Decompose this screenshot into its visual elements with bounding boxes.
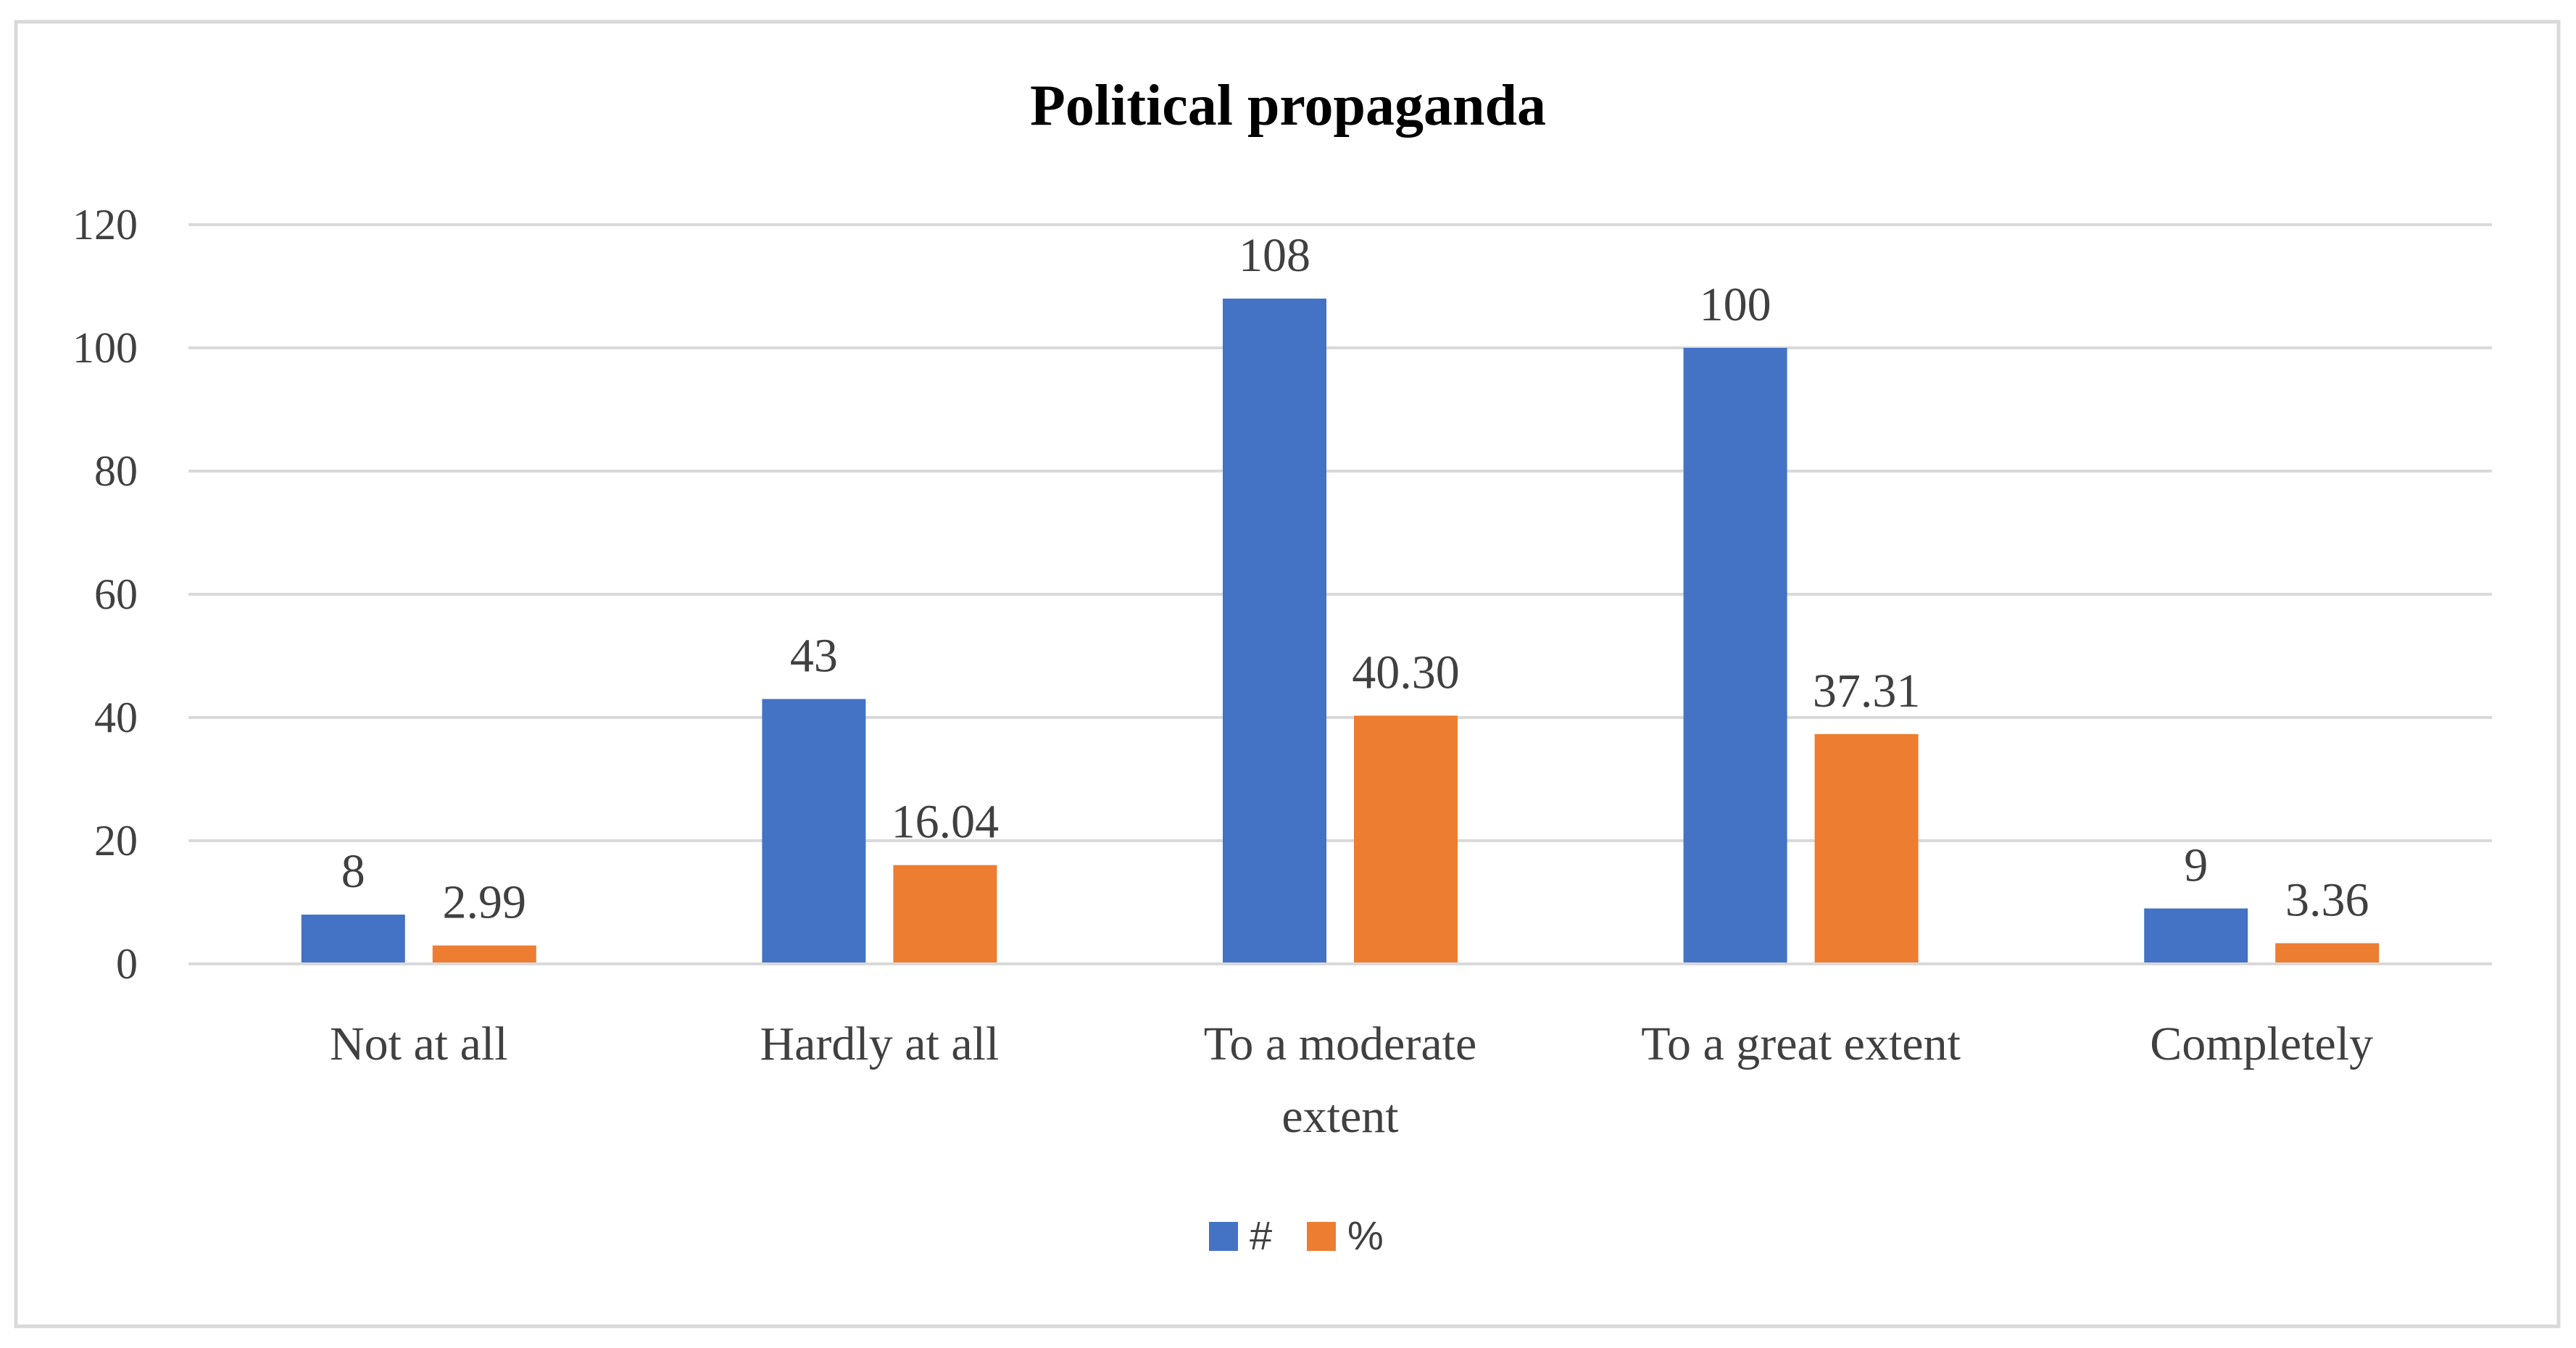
legend-swatch-count <box>1209 1222 1238 1251</box>
chart-title: Political propaganda <box>1030 74 1546 138</box>
data-label-count-1: 43 <box>790 630 838 683</box>
data-label-count-2: 108 <box>1239 229 1310 282</box>
data-label-count-4: 9 <box>2184 839 2208 892</box>
y-tick-label: 100 <box>72 324 138 372</box>
data-label-percent-3: 37.31 <box>1813 665 1921 717</box>
data-label-percent-1: 16.04 <box>892 796 1000 849</box>
legend: # % <box>1209 1212 1384 1258</box>
legend-label-count: # <box>1250 1212 1272 1258</box>
x-tick-label: Hardly at all <box>760 1018 999 1070</box>
x-tick-label: Not at all <box>330 1018 508 1070</box>
data-label-count-0: 8 <box>341 845 365 898</box>
bar-percent-2 <box>1354 715 1458 964</box>
data-labels: 8 2.99 43 16.04 108 40.30 100 37.31 9 3.36 <box>341 229 2369 929</box>
bar-percent-1 <box>893 865 997 964</box>
data-label-percent-0: 2.99 <box>443 876 527 929</box>
y-tick-label: 0 <box>116 940 138 988</box>
bar-count-2 <box>1223 299 1326 964</box>
bar-percent-4 <box>2275 943 2380 964</box>
bar-percent-0 <box>432 945 536 964</box>
x-tick-label: extent <box>1281 1090 1398 1143</box>
data-label-count-3: 100 <box>1700 278 1771 331</box>
bar-count-0 <box>301 915 405 964</box>
y-tick-label: 120 <box>72 201 138 249</box>
y-tick-label: 80 <box>94 447 138 495</box>
x-tick-label: To a moderate <box>1204 1018 1477 1070</box>
data-label-percent-2: 40.30 <box>1352 646 1460 699</box>
x-tick-label: Completely <box>2150 1018 2373 1070</box>
bar-percent-3 <box>1814 733 1919 964</box>
bar-count-3 <box>1683 348 1787 964</box>
legend-swatch-percent <box>1307 1222 1336 1251</box>
bars <box>188 299 2492 965</box>
bar-count-4 <box>2144 908 2248 964</box>
x-axis: Not at all Hardly at all To a moderate exte… <box>330 1018 2373 1143</box>
y-tick-label: 40 <box>94 694 138 741</box>
data-label-percent-4: 3.36 <box>2285 873 2369 926</box>
x-tick-label: To a great extent <box>1641 1018 1961 1070</box>
y-tick-label: 60 <box>94 570 138 618</box>
bar-count-1 <box>762 699 866 964</box>
y-tick-label: 20 <box>94 817 138 865</box>
y-axis: 0 20 40 60 80 100 120 <box>72 201 138 988</box>
legend-label-percent: % <box>1347 1212 1384 1258</box>
